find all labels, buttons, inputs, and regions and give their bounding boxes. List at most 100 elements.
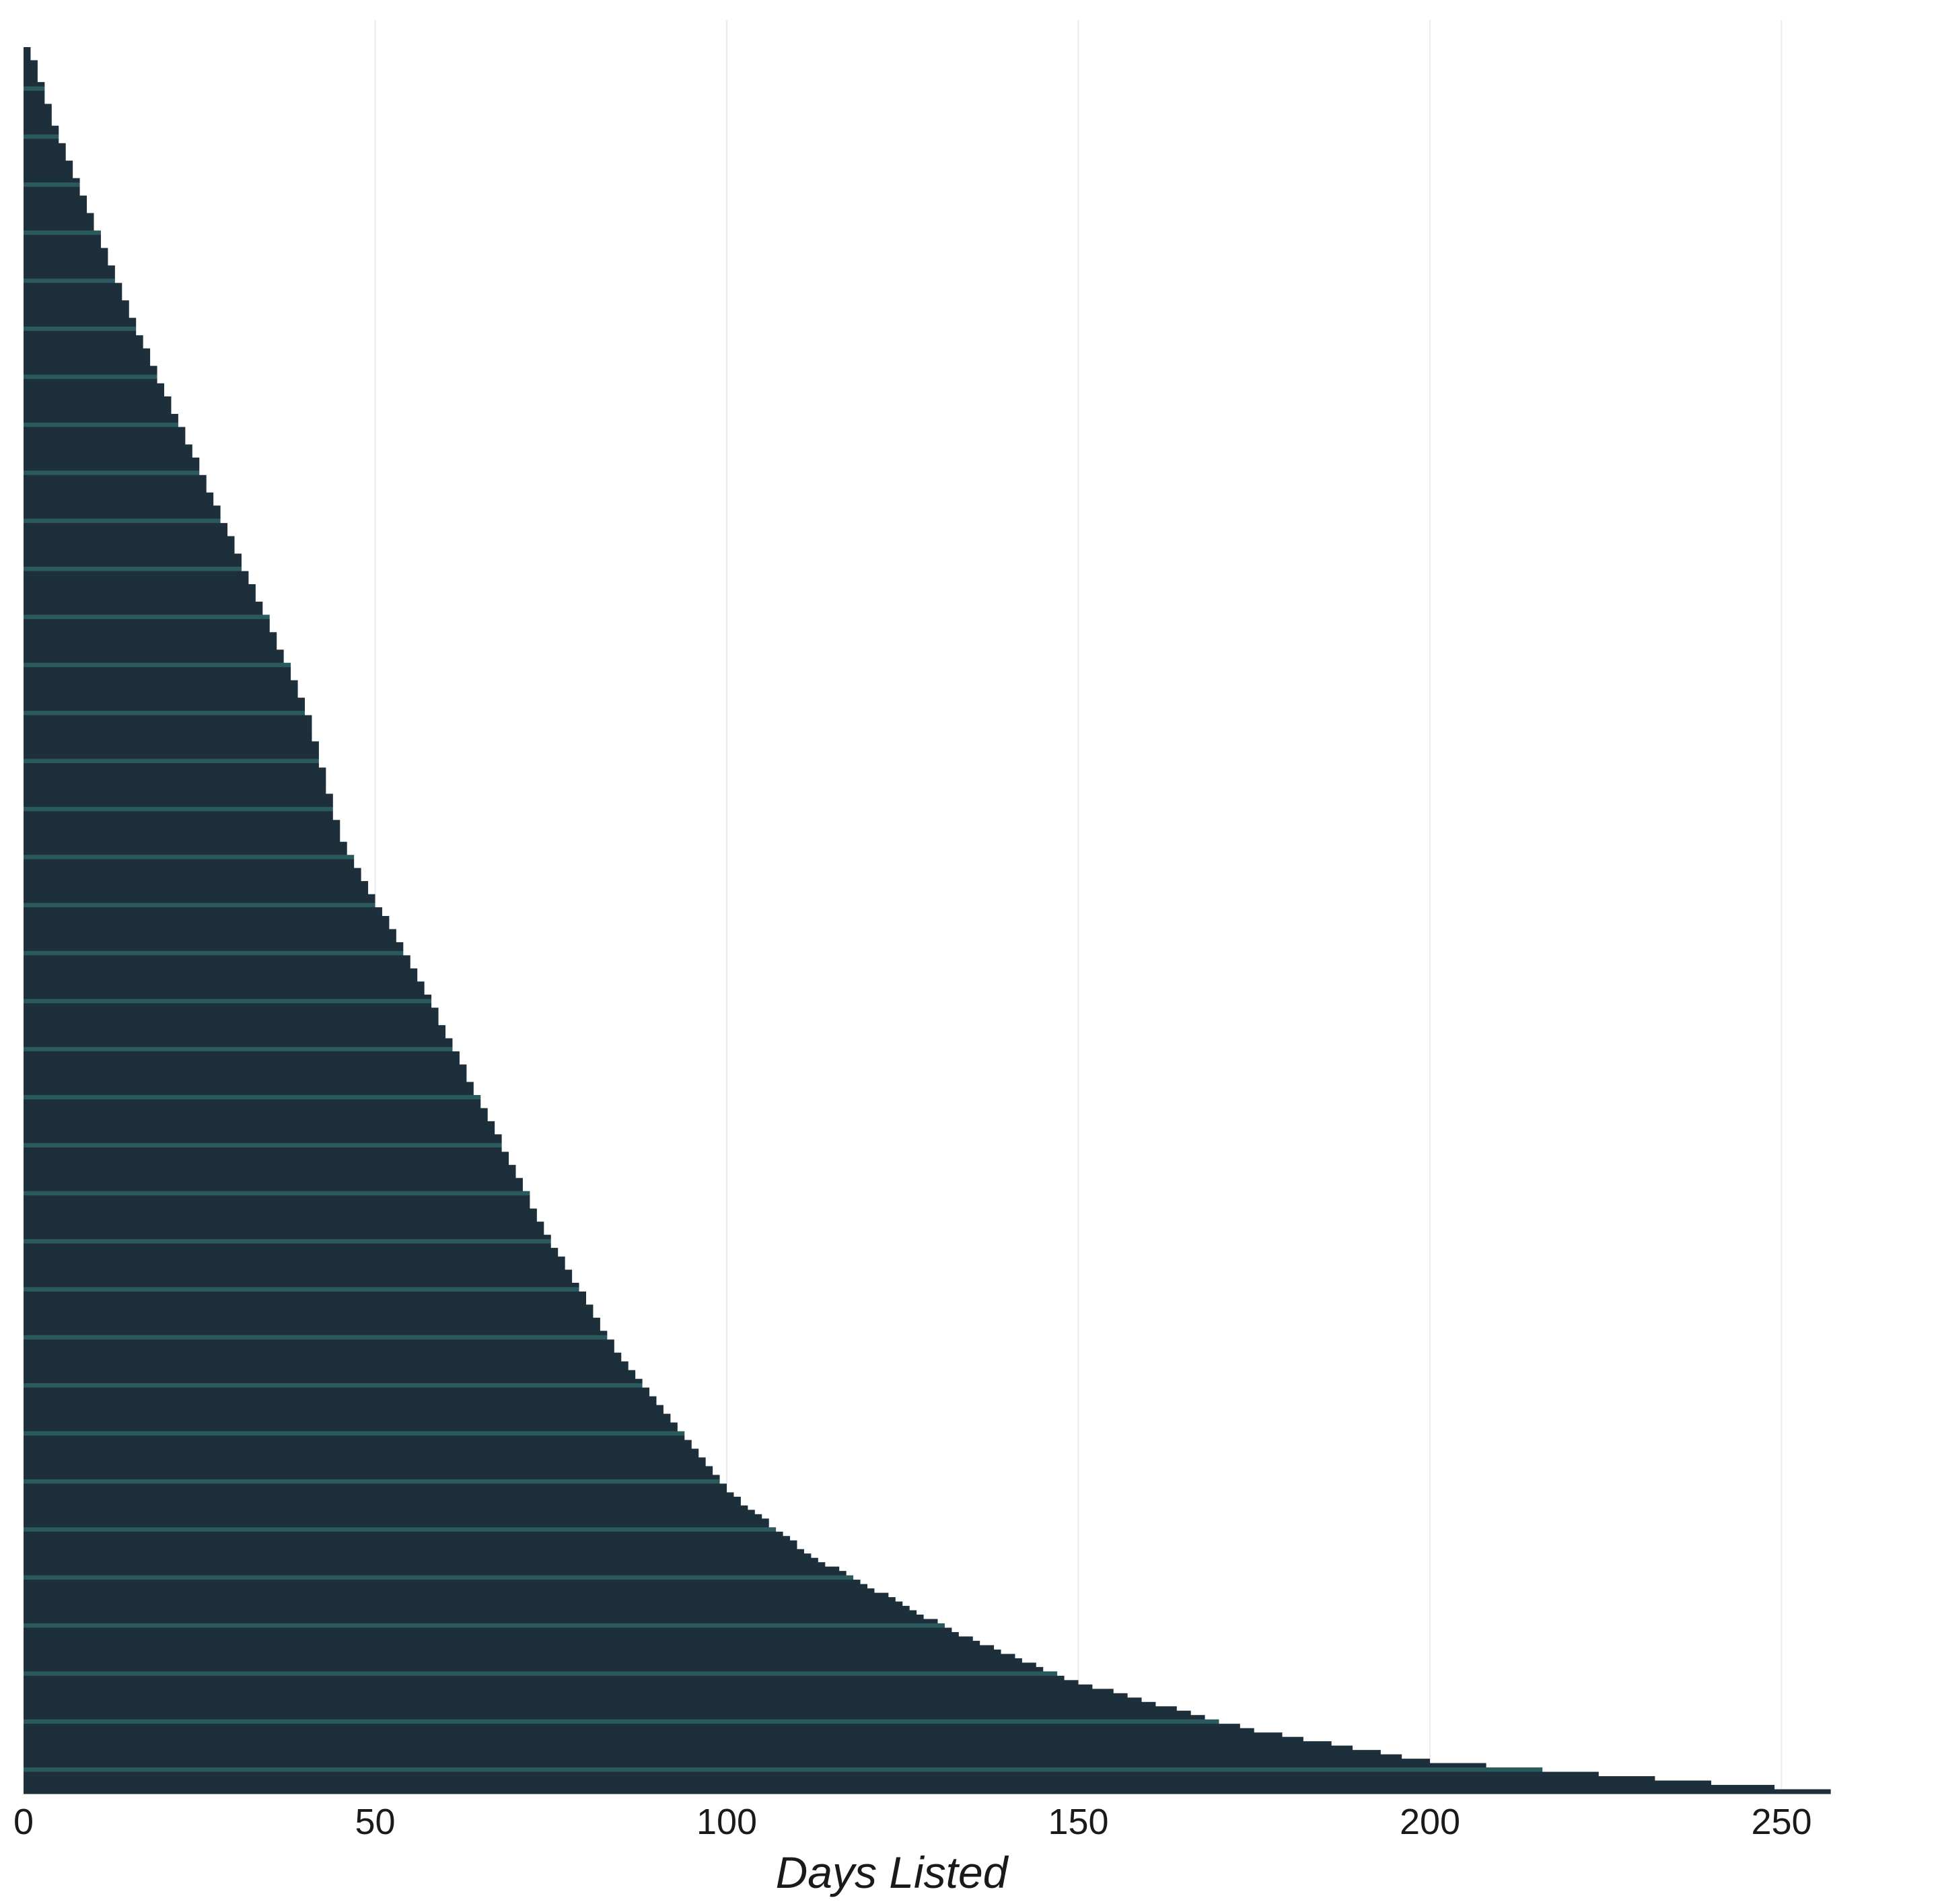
bar [24,1545,797,1550]
bar [24,1597,896,1602]
bar [24,1125,495,1131]
bar [24,1732,1283,1738]
bar [24,1322,600,1327]
bar [24,1444,692,1450]
bar [24,444,192,450]
bar [24,1296,586,1301]
bar [24,662,291,668]
bar [24,750,319,755]
bar [24,1627,952,1633]
bar [24,1706,1177,1712]
bar [24,1304,594,1310]
bar [24,794,333,799]
bar [24,553,242,559]
bar [24,431,186,436]
bar [24,1518,769,1524]
bar [24,169,73,174]
bar [24,388,164,393]
bar [24,1601,903,1607]
bar [24,134,59,139]
bar [24,824,340,829]
bar [24,667,291,672]
bar [24,470,200,476]
bar [24,868,361,873]
bar [24,1331,608,1336]
bar [24,1343,614,1349]
bars [24,47,1831,1794]
bar [24,178,80,183]
bar [24,1452,699,1458]
bar [24,339,143,345]
x-axis-title: Days Listed [776,1847,1009,1897]
bar [24,1034,445,1039]
bar [24,1278,573,1283]
bar [24,789,326,794]
bar [24,671,291,676]
bar [24,532,228,537]
bar [24,1592,889,1598]
bar [24,627,270,633]
bar [24,1522,769,1528]
bar [24,1069,467,1074]
bar [24,916,390,921]
bar [24,872,361,878]
bar [24,1160,509,1166]
bar [24,1789,1831,1794]
bar [24,501,214,506]
bar [24,1243,551,1248]
bar [24,304,129,310]
bar [24,47,31,52]
bar [24,1409,663,1415]
bar [24,1413,671,1419]
bar [24,400,172,406]
bar [24,1029,445,1034]
bar [24,318,137,323]
bar [24,151,66,157]
bar [24,1038,453,1043]
bar [24,1671,1058,1677]
bar [24,125,59,131]
bar [24,1549,804,1554]
bar [24,1736,1303,1742]
bar [24,1191,530,1196]
bar [24,1234,551,1240]
x-axis-tick-labels: 0 50 100 150 200 250 [13,1802,1812,1842]
bar [24,1728,1254,1733]
bar [24,1750,1381,1755]
bar [24,1553,812,1559]
bar [24,313,129,318]
bar [24,894,375,899]
bar [24,885,369,890]
bar [24,536,235,541]
bar [24,1487,727,1493]
bar [24,950,404,956]
bar [24,684,298,690]
bar [24,1440,692,1445]
bar [24,90,45,96]
bar [24,1138,502,1143]
bar [24,1387,650,1392]
bar [24,820,340,825]
bar [24,509,221,515]
bar [24,99,45,104]
bar [24,641,277,646]
bar [24,474,207,480]
bar [24,213,94,218]
bar [24,1566,840,1572]
bar [24,1701,1156,1707]
bar [24,1248,559,1253]
bar [24,1710,1191,1716]
bar [24,1776,1655,1782]
bar [24,575,249,581]
bar [24,527,228,532]
bar [24,946,404,952]
bar [24,379,157,384]
bar [24,968,418,973]
bar [24,859,355,864]
bar [24,230,101,236]
bar [24,1117,488,1122]
bar [24,1020,439,1026]
bar [24,1457,706,1462]
bar [24,523,228,528]
bar [24,1427,678,1432]
